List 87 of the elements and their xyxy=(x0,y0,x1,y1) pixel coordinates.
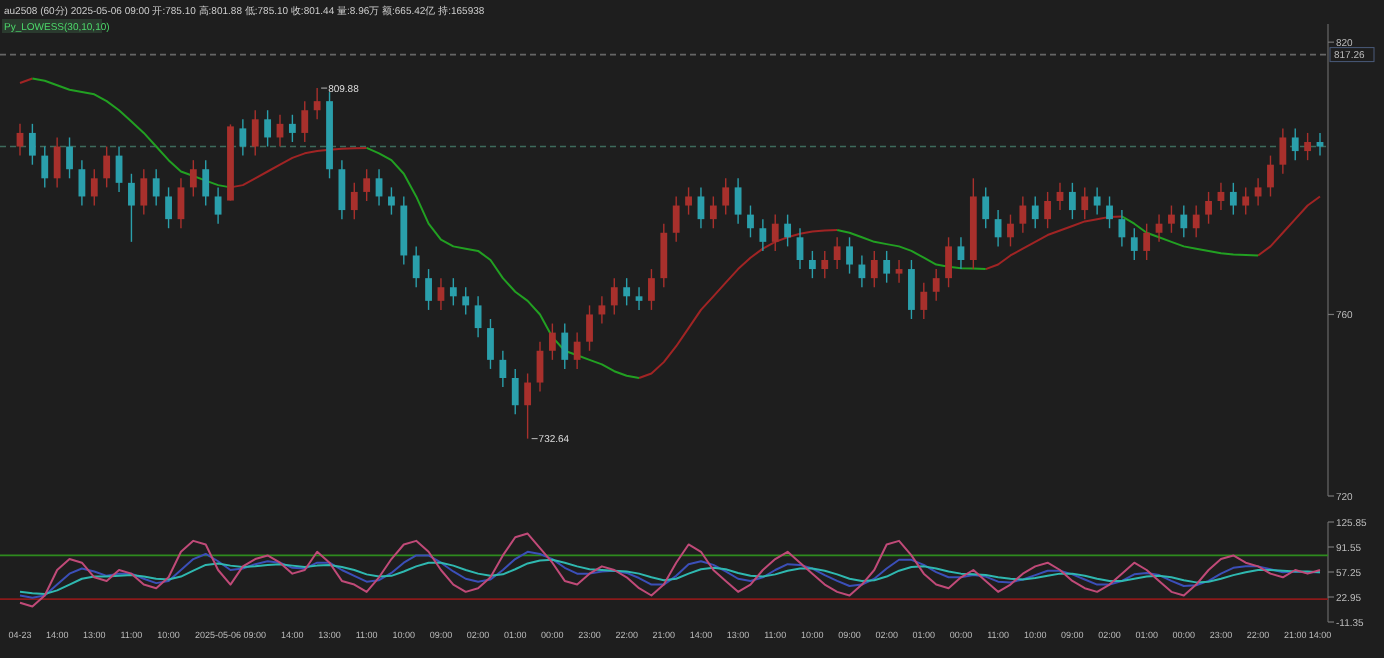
candlestick xyxy=(16,123,24,157)
line-series xyxy=(19,532,1321,608)
candlestick xyxy=(1304,132,1312,161)
candlestick xyxy=(1267,154,1274,198)
candlestick xyxy=(821,250,829,279)
candlestick xyxy=(90,168,98,207)
candlestick xyxy=(1254,177,1262,207)
candlestick xyxy=(734,177,742,225)
candlestick xyxy=(165,186,172,229)
candlestick xyxy=(1229,182,1237,216)
candlestick xyxy=(41,145,49,189)
candlestick xyxy=(363,168,371,202)
candlestick xyxy=(1081,186,1089,220)
candlestick xyxy=(1168,204,1175,234)
candlestick xyxy=(771,213,779,252)
candlestick xyxy=(1044,191,1052,229)
candlestick xyxy=(103,145,111,189)
candlestick xyxy=(932,268,940,302)
candlestick xyxy=(1291,127,1299,161)
candlestick xyxy=(1192,204,1200,239)
candlestick xyxy=(1205,191,1212,225)
candlestick xyxy=(957,236,965,270)
candlestick xyxy=(425,268,432,311)
candlestick xyxy=(202,159,210,207)
candlestick xyxy=(709,195,717,229)
candlestick xyxy=(784,213,792,248)
candlestick xyxy=(623,277,631,307)
candlestick xyxy=(1019,195,1027,234)
candlestick xyxy=(573,331,581,370)
candlestick xyxy=(412,245,420,288)
candlestick xyxy=(870,250,878,288)
candlestick xyxy=(140,168,148,216)
candlestick xyxy=(660,222,668,288)
candlestick xyxy=(28,123,36,166)
candlestick xyxy=(561,322,569,370)
candlestick xyxy=(251,109,259,157)
candlestick xyxy=(994,209,1002,248)
candlestick xyxy=(548,322,556,361)
candlestick xyxy=(214,186,222,225)
candlestick xyxy=(128,173,135,243)
candlestick xyxy=(449,277,457,307)
candlestick xyxy=(1242,186,1250,216)
candlestick xyxy=(1143,222,1151,261)
candlestick xyxy=(1180,204,1188,239)
candlestick xyxy=(1316,132,1324,157)
candlestick xyxy=(511,368,519,416)
candlestick xyxy=(301,100,309,143)
candlestick xyxy=(846,236,853,275)
candlestick xyxy=(66,136,73,180)
candlestick xyxy=(883,250,891,284)
candlestick xyxy=(264,109,272,148)
candlestick xyxy=(462,286,470,316)
candlestick xyxy=(189,159,197,198)
candlestick xyxy=(920,281,928,320)
line-series xyxy=(19,558,1321,596)
candlestick xyxy=(982,186,990,229)
candlestick xyxy=(350,182,358,220)
candlestick xyxy=(945,236,952,288)
candlestick xyxy=(672,195,680,243)
candlestick xyxy=(1279,127,1287,175)
candlestick xyxy=(499,350,507,388)
candlestick xyxy=(808,250,816,279)
candlestick xyxy=(388,186,395,216)
candlestick xyxy=(833,236,841,270)
candlestick xyxy=(474,295,482,338)
candlestick xyxy=(437,277,445,311)
candlestick xyxy=(685,186,692,216)
candlestick xyxy=(1068,182,1076,220)
candlestick xyxy=(747,204,754,239)
candlestick xyxy=(722,177,730,216)
candlestick xyxy=(648,268,655,311)
candlestick xyxy=(1130,227,1138,261)
candlestick xyxy=(288,114,296,143)
candlestick xyxy=(53,136,61,189)
candlestick xyxy=(610,277,618,316)
candlestick xyxy=(152,168,160,207)
candlestick xyxy=(1007,213,1014,248)
candlestick xyxy=(586,304,593,352)
candlestick xyxy=(487,318,494,370)
candlestick xyxy=(908,259,915,320)
candlestick xyxy=(895,259,903,284)
candlestick xyxy=(1031,195,1039,229)
candlestick xyxy=(1106,195,1113,229)
candlestick xyxy=(759,218,767,252)
candlestick xyxy=(1093,186,1101,216)
candlestick xyxy=(635,286,643,311)
candlestick xyxy=(239,118,247,157)
